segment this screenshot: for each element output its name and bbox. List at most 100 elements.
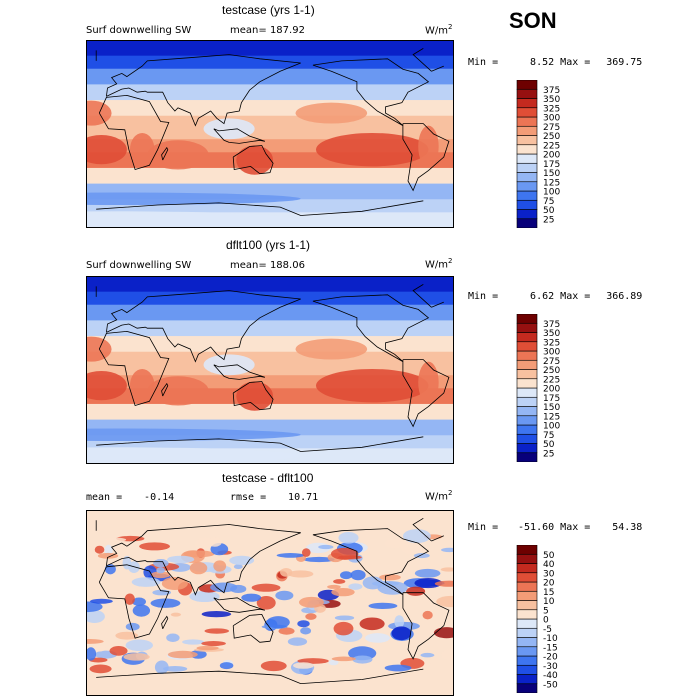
panel3-field [86, 510, 454, 696]
panel2-colorbar-label: 325 [543, 338, 560, 348]
panel3-anomaly-patch [318, 544, 334, 550]
panel2-map [86, 276, 454, 464]
panel3-coastlines [95, 517, 450, 684]
panel3-anomaly-patch [337, 555, 362, 560]
panel1-lat-band [86, 128, 454, 140]
panel1-colorbar-label: 50 [543, 206, 555, 216]
panel2-coastline [402, 359, 450, 428]
panel2-mean-label: mean= [230, 260, 267, 271]
panel1-colorbar-label: 150 [543, 169, 560, 179]
panel3-anomaly-patch [167, 650, 198, 659]
panel3-anomaly-patch [201, 641, 226, 647]
panel1-field-region [86, 211, 301, 228]
panel1-coastline [106, 54, 301, 127]
panel3-anomaly-patch [256, 596, 276, 610]
panel3-anomaly-patch [406, 586, 426, 596]
panel1-colorbar-box [516, 125, 538, 136]
panel3-colorbar-box [516, 581, 538, 592]
panel2-field-region [86, 371, 127, 401]
panel3-anomaly-patch [196, 645, 219, 651]
panel3-units-exp: 2 [448, 489, 453, 497]
panel1-colorbar-box [516, 80, 538, 90]
panel1-colorbar-box [516, 107, 538, 118]
panel3-anomaly-patch [156, 567, 165, 574]
panel1-units-base: W/m [425, 25, 448, 37]
panel3-anomaly-patch [333, 621, 354, 636]
panel1-lat-band [86, 55, 454, 70]
panel3-anomaly-patch [213, 560, 227, 572]
panel3-anomaly-patch [86, 609, 105, 624]
panel3-anomaly-patch [391, 626, 412, 641]
panel1-variable-label: Surf downwelling SW [86, 25, 192, 36]
panel3-anomaly-patch [338, 532, 359, 544]
panel1-title: testcase (yrs 1-1) [222, 3, 315, 17]
panel3-mean: mean = -0.14 [86, 492, 174, 503]
panel3-colorbar-box [516, 637, 538, 648]
panel3-colorbar-box [516, 627, 538, 638]
panel3-anomaly-patch [97, 552, 119, 559]
panel3-anomaly-patch [132, 604, 151, 617]
panel3-colorbar-label: -30 [543, 662, 558, 672]
panel3-colorbar-label: -40 [543, 671, 558, 681]
panel1-max-label: Max = [560, 57, 591, 68]
panel1-coastline [402, 123, 450, 192]
panel1-mean-value: 187.92 [269, 25, 305, 36]
panel3-coastline [98, 564, 170, 639]
panel3-colorbar-box [516, 655, 538, 666]
panel3-anomaly-patch [131, 577, 161, 587]
panel3-colorbar-box [516, 563, 538, 574]
panel3-anomaly-patch [219, 662, 234, 670]
panel1-coastline [312, 58, 430, 126]
panel3-units-base: W/m [425, 491, 448, 503]
panel2-colorbar-box [516, 314, 538, 324]
panel3-anomaly-patch [303, 556, 335, 563]
panel1-colorbar-label: 75 [543, 197, 554, 207]
panel2-coastline [213, 364, 266, 380]
panel3-anomaly-patch [287, 637, 308, 646]
panel3-coastline [232, 613, 274, 643]
panel1-coastline [213, 128, 266, 144]
panel3-rmse-value: 10.71 [288, 492, 319, 503]
panel3-anomaly-patch [189, 590, 220, 603]
panel2-max-label: Max = [560, 291, 591, 302]
season-title: SON [509, 8, 557, 33]
panel3-anomaly-patch [422, 610, 433, 620]
panel3-colorbar-box [516, 600, 538, 611]
panel1-mean: mean= 187.92 [230, 25, 305, 36]
panel2-colorbar-box [516, 406, 538, 417]
panel2-colorbar-box [516, 350, 538, 361]
panel2-colorbar-label: 100 [543, 422, 560, 432]
panel2-mean-value: 188.06 [269, 260, 305, 271]
panel2-colorbar-label: 275 [543, 357, 560, 367]
panel3-anomaly-patch [414, 578, 443, 589]
panel2-lat-band [86, 276, 454, 293]
panel3-anomaly-patch [115, 631, 139, 640]
panel3-anomaly-patch [441, 648, 454, 661]
panel3-colorbar-box [516, 553, 538, 564]
panel2-colorbar-box [516, 332, 538, 343]
panel1-colorbar-box [516, 98, 538, 109]
panel3-anomaly-patch [301, 548, 311, 557]
panel3-colorbar-label: -5 [543, 625, 552, 635]
panel2-colorbar-box [516, 341, 538, 352]
panel2-field-region [86, 447, 301, 464]
panel2-units-base: W/m [425, 259, 448, 271]
panel2-field-region [316, 368, 429, 403]
panel2-lat-band [86, 403, 454, 421]
panel2-minmax: Min = 6.62 Max = 366.89 [468, 291, 642, 302]
panel2-mean: mean= 188.06 [230, 260, 305, 271]
panel3-coastline [96, 668, 424, 684]
panel2-colorbar-label: 200 [543, 385, 560, 395]
panel3-anomaly-patch [402, 529, 431, 544]
panel3-frame [86, 510, 454, 696]
panel1-colorbar-label: 350 [543, 95, 560, 105]
panel3-colorbar-box [516, 545, 538, 555]
panel3-colorbar-label: 0 [543, 616, 549, 626]
panel1-colorbar-box [516, 153, 538, 164]
panel2-colorbar-label: 50 [543, 440, 555, 450]
panel3-anomaly-patch [362, 576, 383, 590]
panel3-anomaly-patch [183, 550, 215, 558]
panel3-anomaly-patch [331, 587, 355, 597]
panel3-colorbar-box [516, 664, 538, 675]
panel1-coastline [161, 146, 169, 161]
